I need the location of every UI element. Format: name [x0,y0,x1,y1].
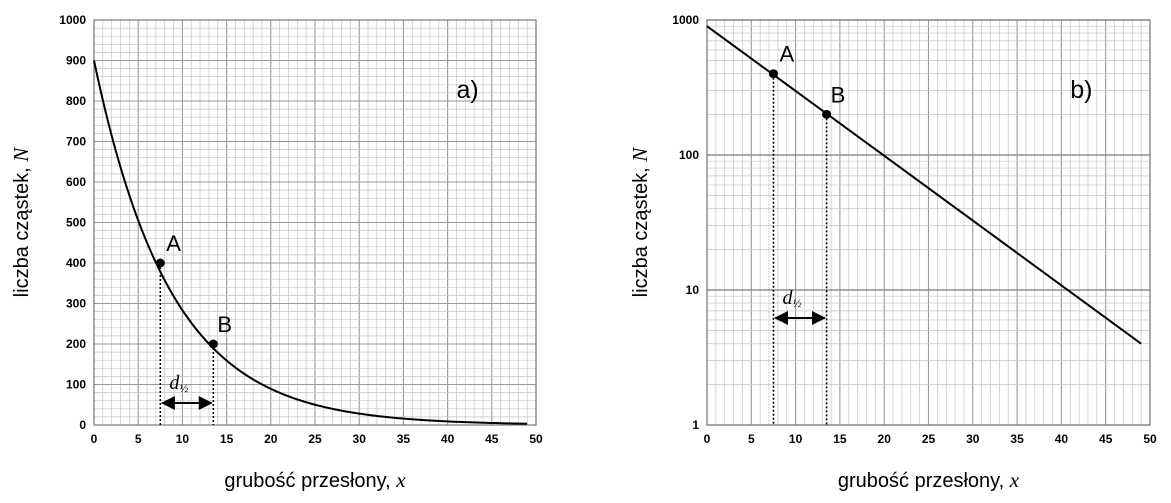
x-tick-label: 20 [878,432,892,446]
panel-label: b) [1070,76,1092,104]
y-tick-label: 300 [66,297,86,311]
point-label-a: A [779,42,794,67]
plot-frame [706,19,1151,426]
x-tick-label: 25 [922,432,936,446]
x-tick-label: 40 [1055,432,1069,446]
chart-panel-2: 0 5 10 15 20 25 30 35 40 45 50 1 10 100 1000 grubość pr… [628,13,1157,492]
data-point-b [822,109,832,119]
x-tick-label: 10 [176,432,190,446]
x-tick-label: 30 [966,432,980,446]
y-tick-label: 400 [66,256,86,270]
x-tick-label: 25 [308,432,322,446]
y-tick-label: 900 [66,54,86,68]
y-tick-label: 10 [686,283,700,297]
x-tick-label: 45 [1099,432,1113,446]
x-tick-label: 5 [748,432,755,446]
series-line [706,25,1142,345]
y-axis-title: liczba cząstek, N [9,147,33,298]
point-label-a: A [166,231,181,256]
y-tick-label: 800 [66,94,86,108]
y-axis-title: liczba cząstek, N [628,147,652,298]
x-tick-label: 30 [353,432,367,446]
y-tick-label: 100 [679,148,699,162]
point-label-b: B [831,82,846,107]
y-tick-label: 1000 [59,13,86,27]
panel-label: a) [456,76,478,104]
series-line [93,60,528,425]
half-thickness-label: d½ [783,287,802,310]
y-tick-label: 1000 [672,13,699,27]
grid [93,19,537,426]
x-tick-label: 35 [397,432,411,446]
y-tick-label: 200 [66,337,86,351]
x-tick-label: 10 [789,432,803,446]
grid [706,19,1151,426]
data-point-a [155,258,165,268]
y-tick-label: 600 [66,175,86,189]
y-tick-label: 1 [692,418,699,432]
x-tick-label: 0 [704,432,711,446]
point-label-b: B [217,312,232,337]
y-tick-label: 100 [66,378,86,392]
x-tick-label: 45 [485,432,499,446]
y-tick-label: 500 [66,216,86,230]
x-tick-label: 35 [1010,432,1024,446]
chart-panel-1: 0 5 10 15 20 25 30 35 40 45 5001002003004005006007… [9,13,543,492]
x-tick-label: 15 [220,432,234,446]
x-tick-label: 5 [135,432,142,446]
x-tick-label: 50 [529,432,543,446]
plot-frame [93,19,537,426]
x-axis-title: grubość przesłony, x [838,468,1020,492]
x-axis-title: grubość przesłony, x [224,468,406,492]
x-tick-label: 20 [264,432,278,446]
x-tick-label: 0 [91,432,98,446]
x-tick-label: 15 [833,432,847,446]
y-tick-label: 700 [66,135,86,149]
data-point-b [208,339,218,349]
y-tick-label: 0 [79,418,86,432]
half-thickness-label: d½ [169,372,188,395]
x-tick-label: 40 [441,432,455,446]
data-point-a [768,69,778,79]
x-tick-label: 50 [1143,432,1157,446]
